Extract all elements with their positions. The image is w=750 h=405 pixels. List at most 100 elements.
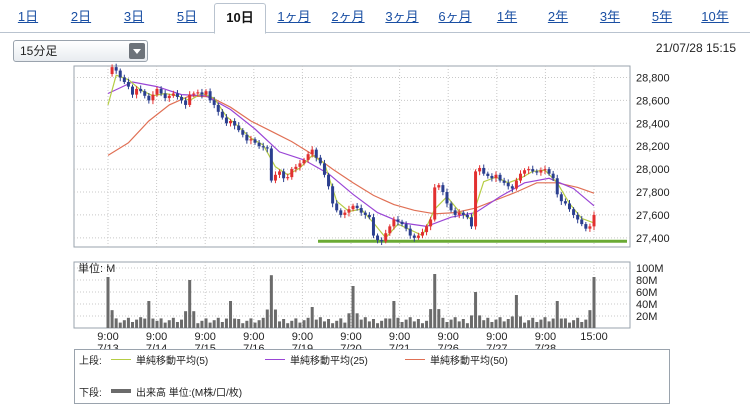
candle-body	[400, 221, 404, 225]
candle-body	[359, 208, 363, 213]
volume-bar	[502, 321, 506, 328]
candle-body	[567, 203, 571, 210]
volume-tick-label: 100M	[636, 263, 664, 275]
legend-lower-label: 下段:	[79, 388, 102, 399]
tab-10日[interactable]: 10日	[214, 3, 266, 34]
candle-body	[523, 170, 527, 174]
candle-body	[253, 139, 257, 143]
volume-bar	[245, 320, 249, 328]
volume-bar	[478, 315, 482, 328]
candle-body	[469, 217, 473, 227]
volume-bar	[547, 321, 551, 328]
volume-bar	[290, 320, 294, 328]
volume-bar	[204, 318, 208, 328]
tab-5年[interactable]: 5年	[651, 9, 673, 24]
candle-body	[527, 169, 531, 171]
volume-bar	[457, 321, 461, 328]
tab-1ヶ月[interactable]: 1ヶ月	[277, 9, 311, 24]
volume-bar	[273, 309, 277, 328]
candle-body	[318, 157, 322, 164]
candle-body	[302, 159, 306, 164]
candle-body	[278, 171, 282, 175]
time-tick-label: 9:00	[486, 331, 507, 343]
timestamp: 21/07/28 15:15	[655, 41, 736, 55]
tab-2ヶ月[interactable]: 2ヶ月	[331, 9, 365, 24]
volume-bar	[482, 320, 486, 328]
candle-body	[306, 154, 310, 160]
candle-body	[441, 185, 445, 193]
volume-bar	[327, 319, 331, 328]
candle-body	[429, 219, 433, 227]
candle-body	[563, 201, 567, 204]
candle-body	[118, 70, 122, 78]
volume-bar	[216, 317, 220, 328]
candle-body	[155, 88, 159, 95]
tab-3年[interactable]: 3年	[599, 9, 621, 24]
volume-bar	[331, 323, 335, 328]
volume-bar	[486, 317, 490, 328]
candle-body	[167, 95, 171, 99]
volume-bar	[257, 320, 261, 328]
candle-body	[122, 77, 126, 83]
tab-6ヶ月[interactable]: 6ヶ月	[438, 9, 472, 24]
volume-bar	[380, 320, 384, 328]
candle-body	[233, 120, 237, 126]
volume-bar	[384, 318, 388, 328]
candle-body	[453, 210, 457, 215]
volume-bar	[347, 313, 351, 328]
volume-bar	[298, 322, 302, 328]
candle-body	[200, 92, 204, 95]
volume-bar	[106, 277, 110, 328]
tab-1年[interactable]: 1年	[496, 9, 518, 24]
volume-bar	[429, 309, 433, 328]
candle-body	[131, 86, 135, 95]
tab-2年[interactable]: 2年	[547, 9, 569, 24]
volume-bar	[551, 318, 555, 328]
volume-bar	[143, 318, 147, 328]
interval-select[interactable]: 15分足	[13, 40, 148, 62]
candle-body	[555, 178, 559, 195]
tab-1日[interactable]: 1日	[17, 9, 39, 24]
candle-body	[331, 186, 335, 204]
candle-body	[241, 130, 245, 135]
volume-bar	[233, 318, 237, 328]
volume-bar	[572, 320, 576, 328]
candle-body	[535, 171, 539, 173]
volume-bar	[531, 317, 535, 328]
candle-body	[547, 169, 551, 174]
time-tick-label: 9:00	[146, 331, 167, 343]
candle-body	[282, 171, 286, 179]
volume-bar	[200, 320, 204, 328]
candle-body	[216, 104, 220, 112]
price-tick-label: 28,800	[636, 72, 670, 84]
volume-bar	[159, 318, 163, 328]
candle-body	[261, 146, 265, 148]
volume-bar	[184, 311, 188, 328]
volume-bar	[249, 318, 253, 328]
chevron-down-icon[interactable]	[129, 43, 145, 59]
candle-body	[576, 214, 580, 220]
volume-bar	[253, 322, 257, 328]
volume-bar	[286, 323, 290, 328]
volume-bar	[355, 313, 359, 328]
volume-bar	[171, 317, 175, 328]
volume-tick-label: 60M	[636, 287, 657, 299]
candle-body	[412, 235, 416, 238]
legend-ma50-swatch	[405, 359, 425, 360]
tab-3ヶ月[interactable]: 3ヶ月	[385, 9, 419, 24]
volume-bar	[367, 321, 371, 328]
volume-bar	[469, 315, 473, 328]
candle-body	[376, 235, 380, 241]
volume-bar	[322, 321, 326, 328]
tab-3日[interactable]: 3日	[123, 9, 145, 24]
time-tick-label: 9:00	[389, 331, 410, 343]
tab-2日[interactable]: 2日	[70, 9, 92, 24]
candle-body	[322, 163, 326, 175]
candle-body	[363, 212, 367, 215]
volume-bar	[425, 320, 429, 328]
tab-5日[interactable]: 5日	[176, 9, 198, 24]
tab-10年[interactable]: 10年	[701, 9, 729, 24]
candle-body	[351, 205, 355, 210]
candle-body	[449, 203, 453, 211]
